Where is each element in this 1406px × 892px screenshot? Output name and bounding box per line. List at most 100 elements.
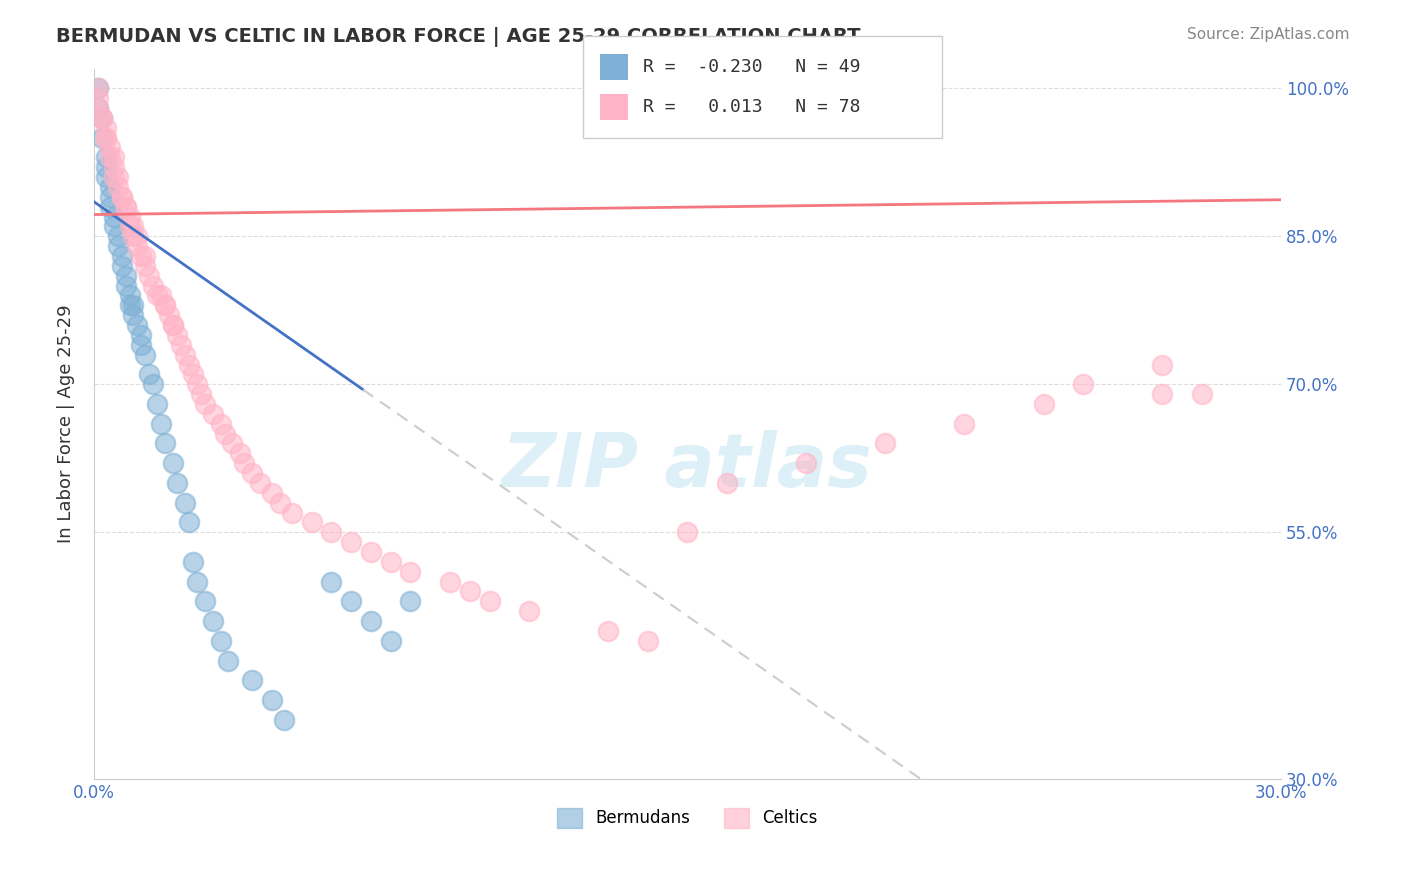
Point — [716, 475, 738, 490]
Point — [131, 338, 153, 352]
Point — [177, 516, 200, 530]
Point — [122, 229, 145, 244]
Point — [174, 348, 197, 362]
Point — [94, 130, 117, 145]
Point — [107, 169, 129, 184]
Point — [340, 594, 363, 608]
Point — [637, 633, 659, 648]
Point — [142, 278, 165, 293]
Point — [321, 574, 343, 589]
Point — [478, 594, 501, 608]
Point — [360, 614, 382, 628]
Point — [98, 190, 121, 204]
Point — [360, 545, 382, 559]
Point — [153, 436, 176, 450]
Point — [174, 496, 197, 510]
Point — [107, 180, 129, 194]
Point — [162, 318, 184, 332]
Point — [166, 327, 188, 342]
Point — [1152, 358, 1174, 372]
Point — [90, 111, 112, 125]
Point — [157, 308, 180, 322]
Point — [260, 485, 283, 500]
Point — [273, 713, 295, 727]
Point — [240, 673, 263, 688]
Text: BERMUDAN VS CELTIC IN LABOR FORCE | AGE 25-29 CORRELATION CHART: BERMUDAN VS CELTIC IN LABOR FORCE | AGE … — [56, 27, 860, 46]
Point — [138, 268, 160, 283]
Point — [194, 594, 217, 608]
Point — [134, 348, 156, 362]
Point — [953, 417, 976, 431]
Point — [114, 200, 136, 214]
Point — [142, 377, 165, 392]
Y-axis label: In Labor Force | Age 25-29: In Labor Force | Age 25-29 — [58, 304, 75, 543]
Point — [201, 614, 224, 628]
Point — [181, 555, 204, 569]
Point — [90, 111, 112, 125]
Point — [103, 150, 125, 164]
Point — [90, 130, 112, 145]
Point — [380, 633, 402, 648]
Text: R =   0.013   N = 78: R = 0.013 N = 78 — [643, 98, 860, 116]
Point — [94, 169, 117, 184]
Point — [875, 436, 897, 450]
Point — [321, 525, 343, 540]
Point — [134, 249, 156, 263]
Point — [166, 475, 188, 490]
Point — [94, 130, 117, 145]
Point — [162, 456, 184, 470]
Point — [87, 81, 110, 95]
Point — [131, 249, 153, 263]
Point — [114, 278, 136, 293]
Point — [340, 535, 363, 549]
Point — [380, 555, 402, 569]
Point — [111, 190, 134, 204]
Point — [209, 633, 232, 648]
Text: R =  -0.230   N = 49: R = -0.230 N = 49 — [643, 58, 860, 76]
Point — [229, 446, 252, 460]
Point — [209, 417, 232, 431]
Text: Source: ZipAtlas.com: Source: ZipAtlas.com — [1187, 27, 1350, 42]
Point — [153, 298, 176, 312]
Point — [111, 259, 134, 273]
Point — [1032, 397, 1054, 411]
Point — [170, 338, 193, 352]
Point — [107, 239, 129, 253]
Point — [111, 249, 134, 263]
Point — [146, 288, 169, 302]
Point — [98, 200, 121, 214]
Point — [87, 101, 110, 115]
Point — [103, 169, 125, 184]
Point — [118, 219, 141, 234]
Point — [162, 318, 184, 332]
Point — [676, 525, 699, 540]
Point — [249, 475, 271, 490]
Point — [150, 288, 173, 302]
Point — [114, 268, 136, 283]
Text: ZIP atlas: ZIP atlas — [502, 430, 873, 503]
Point — [103, 219, 125, 234]
Point — [98, 180, 121, 194]
Point — [240, 466, 263, 480]
Point — [201, 407, 224, 421]
Point — [439, 574, 461, 589]
Point — [1191, 387, 1213, 401]
Point — [399, 594, 422, 608]
Point — [194, 397, 217, 411]
Point — [233, 456, 256, 470]
Point — [111, 190, 134, 204]
Point — [114, 200, 136, 214]
Point — [94, 120, 117, 135]
Point — [90, 111, 112, 125]
Point — [122, 298, 145, 312]
Point — [181, 368, 204, 382]
Point — [87, 101, 110, 115]
Point — [138, 368, 160, 382]
Point — [122, 308, 145, 322]
Point — [301, 516, 323, 530]
Point — [118, 210, 141, 224]
Point — [517, 604, 540, 618]
Point — [150, 417, 173, 431]
Point — [98, 150, 121, 164]
Point — [94, 150, 117, 164]
